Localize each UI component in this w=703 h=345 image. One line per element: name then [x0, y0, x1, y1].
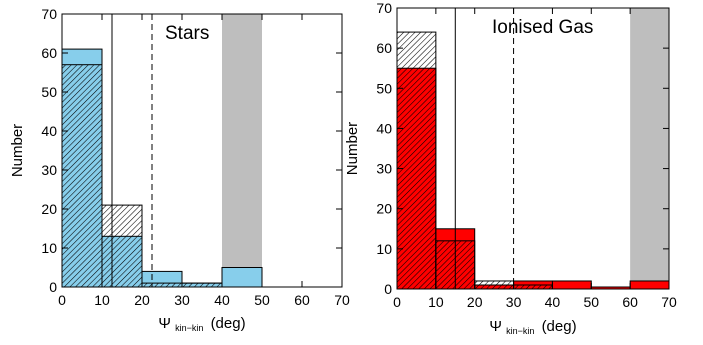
- shaded-region: [222, 14, 262, 287]
- y-tick-label: 70: [376, 0, 392, 16]
- x-axis-label: Ψ kin−kin (deg): [158, 315, 245, 335]
- y-axis-label: Number: [9, 124, 26, 177]
- y-tick-label: 60: [376, 40, 392, 56]
- y-tick-label: 60: [41, 45, 57, 61]
- panel-title: Stars: [165, 23, 209, 44]
- hatched-bar: [61, 64, 103, 288]
- x-tick-label: 10: [428, 294, 444, 310]
- plot-frame: [396, 7, 670, 290]
- x-tick-label: 0: [58, 292, 66, 308]
- y-tick-label: 30: [41, 162, 57, 178]
- x-axis-subscript: kin−kin: [175, 323, 203, 333]
- x-tick-label: 50: [583, 294, 599, 310]
- x-tick-label: 40: [214, 292, 230, 308]
- x-axis-symbol: Ψ: [489, 318, 502, 335]
- y-tick-label: 10: [376, 241, 392, 257]
- panel-title: Ionised Gas: [492, 17, 593, 38]
- x-tick-label: 30: [506, 294, 522, 310]
- y-axis-label: Number: [344, 122, 361, 175]
- filled-bar: [629, 280, 670, 290]
- x-axis-symbol: Ψ: [158, 315, 171, 332]
- hatched-bar: [474, 280, 515, 290]
- y-tick-label: 30: [376, 161, 392, 177]
- y-tick-label: 20: [41, 201, 57, 217]
- hatched-bar: [396, 31, 437, 290]
- y-tick-label: 50: [376, 80, 392, 96]
- shaded-region: [630, 8, 669, 289]
- y-tick-label: 70: [41, 6, 57, 22]
- x-axis-label: Ψ kin−kin (deg): [489, 318, 576, 338]
- x-tick-label: 70: [661, 294, 677, 310]
- x-tick-label: 10: [94, 292, 110, 308]
- y-tick-label: 10: [41, 240, 57, 256]
- x-tick-label: 60: [294, 292, 310, 308]
- x-axis-subscript: kin−kin: [506, 326, 534, 336]
- plot-frame: [61, 13, 343, 288]
- hatched-bar: [141, 282, 183, 288]
- y-tick-label: 0: [384, 281, 392, 297]
- x-tick-label: 20: [134, 292, 150, 308]
- y-tick-label: 0: [49, 279, 57, 295]
- x-tick-label: 30: [174, 292, 190, 308]
- filled-bar: [221, 267, 263, 288]
- x-axis-unit: (deg): [542, 318, 577, 335]
- y-tick-label: 20: [376, 201, 392, 217]
- hatched-bar: [101, 204, 143, 288]
- x-axis-unit: (deg): [211, 315, 246, 332]
- hatched-bar: [181, 282, 223, 288]
- x-tick-label: 20: [467, 294, 483, 310]
- x-tick-label: 0: [393, 294, 401, 310]
- filled-bar: [551, 280, 592, 290]
- y-tick-label: 40: [41, 123, 57, 139]
- x-tick-label: 60: [622, 294, 638, 310]
- y-tick-label: 50: [41, 84, 57, 100]
- x-tick-label: 50: [254, 292, 270, 308]
- y-tick-label: 40: [376, 120, 392, 136]
- hatched-bar: [513, 284, 553, 290]
- x-tick-label: 70: [334, 292, 350, 308]
- x-tick-label: 40: [545, 294, 561, 310]
- ionised-gas-panel: 0 10 20 30 40 50 60 70 0 10 20 30 40 50 60 70 Ionised G…: [344, 0, 677, 338]
- stars-panel: 0 10 20 30 40 50 60 70 0 10 20 30 40 50 60 70 Stars Num…: [9, 6, 350, 335]
